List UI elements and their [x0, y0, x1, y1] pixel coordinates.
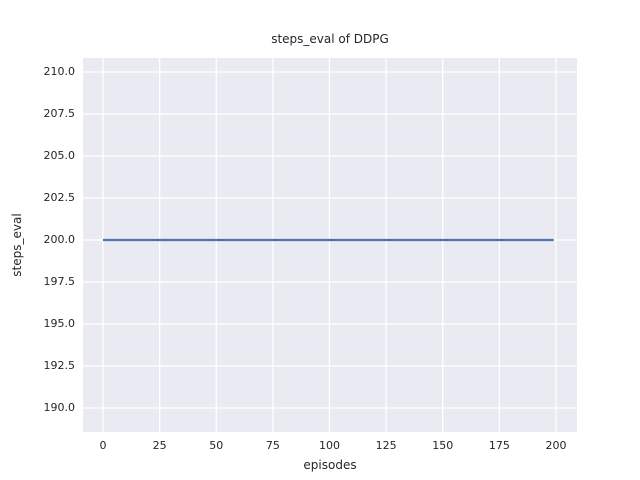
y-tick-label: 190.0 — [43, 400, 76, 414]
y-tick-label: 192.5 — [43, 358, 76, 372]
y-tick-label: 202.5 — [43, 190, 76, 204]
x-tick-label: 25 — [152, 439, 167, 452]
y-tick-label: 210.0 — [43, 64, 76, 78]
x-tick-label: 125 — [375, 439, 397, 452]
y-tick-label: 197.5 — [43, 274, 76, 288]
x-tick-label: 175 — [488, 439, 510, 452]
x-tick-label: 75 — [265, 439, 280, 452]
plot-area — [83, 58, 577, 432]
plot-svg — [83, 58, 577, 432]
x-axis-label: episodes — [303, 458, 357, 472]
x-tick-label: 200 — [545, 439, 567, 452]
x-tick-label: 0 — [99, 439, 107, 452]
y-tick-label: 195.0 — [43, 316, 76, 330]
y-tick-label: 200.0 — [43, 232, 76, 246]
x-tick-label: 100 — [318, 439, 340, 452]
y-tick-label: 205.0 — [43, 148, 76, 162]
y-tick-label: 207.5 — [43, 106, 76, 120]
x-tick-label: 150 — [432, 439, 454, 452]
chart-title: steps_eval of DDPG — [271, 32, 389, 46]
x-tick-label: 50 — [209, 439, 224, 452]
